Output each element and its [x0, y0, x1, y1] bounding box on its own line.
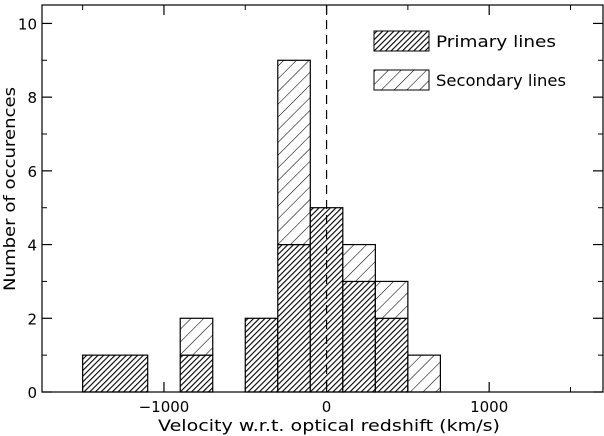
bar-primary-0: [82, 354, 149, 393]
x-axis-label: Velocity w.r.t. optical redshift (km/s): [158, 416, 500, 435]
y-tick-label: 0: [27, 384, 37, 402]
legend-label-primary-lines: Primary lines: [436, 32, 556, 51]
bar-secondary-7: [407, 354, 441, 393]
bar-secondary-1: [179, 317, 214, 356]
x-tick-label: −1000: [139, 398, 190, 416]
bar-primary-2: [244, 317, 279, 393]
tick-labels-layer: −1000 0 1000 0 2 4 6 8 10: [18, 15, 508, 416]
legend: Primary lines Secondary lines: [373, 30, 566, 91]
bar-secondary-3: [277, 59, 311, 246]
y-tick-label: 2: [27, 310, 37, 328]
y-tick-label: 8: [27, 89, 37, 107]
y-tick-label: 6: [27, 163, 37, 181]
plot-frame: [41, 4, 604, 393]
x-tick-label: 1000: [470, 398, 508, 416]
x-tick-label: 0: [322, 398, 332, 416]
y-axis-label: Number of occurences: [0, 87, 19, 291]
bar-primary-5: [342, 280, 376, 393]
legend-swatch-primary-lines: [373, 30, 430, 52]
y-tick-label: 10: [18, 15, 37, 33]
bar-primary-1: [179, 354, 214, 393]
y-tick-label: 4: [27, 237, 37, 255]
ticks-layer: [42, 5, 603, 393]
legend-label-secondary-lines: Secondary lines: [436, 71, 566, 90]
legend-swatch-secondary-lines: [373, 69, 430, 91]
bar-primary-6: [374, 317, 409, 393]
bar-secondary-6: [374, 280, 409, 319]
bars-layer: [82, 59, 441, 393]
bar-primary-3: [277, 243, 311, 393]
bar-secondary-5: [342, 243, 376, 283]
